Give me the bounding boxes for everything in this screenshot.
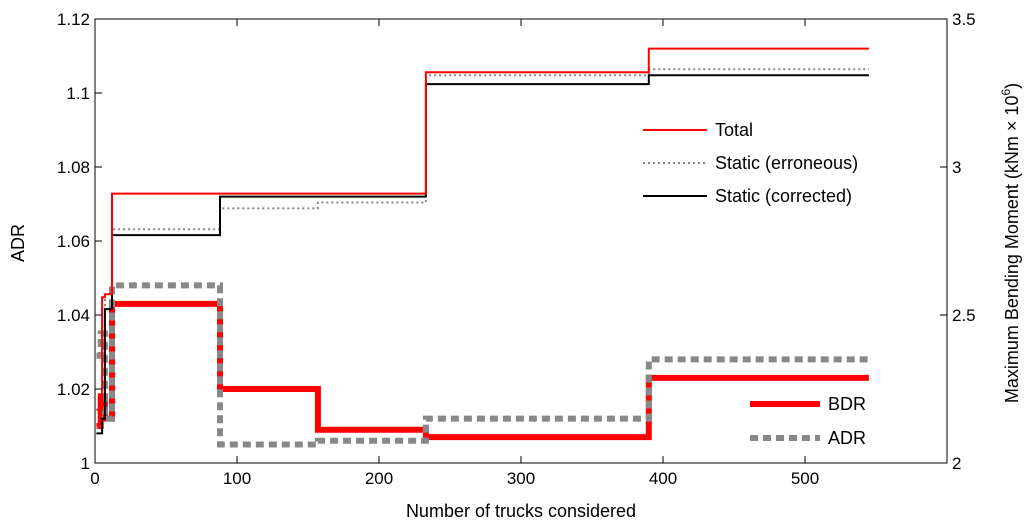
series-layer [96, 47, 869, 448]
y-left-tick-label: 1.02 [57, 380, 90, 399]
y-right-tick-label: 3.5 [952, 10, 976, 29]
legend-label: Static (erroneous) [715, 153, 858, 173]
y-axis-label-left: ADR [8, 224, 28, 262]
y-left-tick-label: 1 [81, 454, 90, 473]
series-line-adr [96, 282, 869, 448]
x-tick-label: 0 [90, 469, 99, 488]
legend-label: Total [715, 120, 753, 140]
series-line-static-corrected [96, 74, 869, 435]
y-axis-label-right: Maximum Bending Moment (kNm×106) [999, 83, 1022, 403]
legend-top: Total Static (erroneous) Static (corrected… [643, 120, 858, 206]
x-axis-label: Number of trucks considered [406, 501, 636, 521]
legend-bottom: BDR ADR [750, 394, 866, 448]
y-right-tick-label: 2 [952, 454, 961, 473]
tick-layer: 0 100 200 300 400 500 1 1.02 1.04 1.06 1.08 1.1 1.12… [57, 10, 976, 488]
x-tick-label: 300 [507, 469, 535, 488]
y-right-tick-label: 3 [952, 158, 961, 177]
y-left-tick-label: 1.06 [57, 232, 90, 251]
y-right-tick-label: 2.5 [952, 306, 976, 325]
x-tick-label: 100 [223, 469, 251, 488]
legend-label: Static (corrected) [715, 186, 852, 206]
x-tick-label: 500 [791, 469, 819, 488]
legend-label: ADR [828, 428, 866, 448]
legend-label: BDR [828, 394, 866, 414]
series-line-total [96, 47, 869, 411]
x-tick-label: 400 [649, 469, 677, 488]
y-left-tick-label: 1.04 [57, 306, 90, 325]
y-left-tick-label: 1.08 [57, 158, 90, 177]
x-tick-label: 200 [365, 469, 393, 488]
y-left-tick-label: 1.12 [57, 10, 90, 29]
y-left-tick-label: 1.1 [66, 84, 90, 103]
